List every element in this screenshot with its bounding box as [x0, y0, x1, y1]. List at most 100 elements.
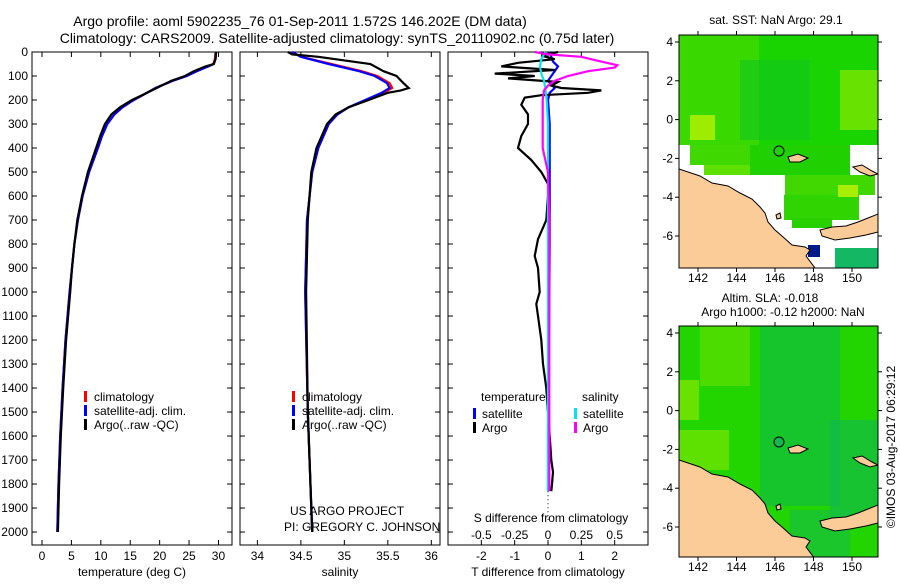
legend-label: satellite-adj. clim.: [94, 404, 186, 418]
sla-map-frame: [678, 325, 879, 558]
legend-swatch: [574, 408, 577, 419]
legend-swatch: [292, 405, 295, 416]
depth-tick-label: 1900: [1, 501, 28, 515]
sla-map-subtitle: Argo h1000: -0.12 h2000: NaN: [701, 305, 864, 319]
lat-tick-label: -2: [662, 151, 673, 165]
lat-tick-label: 2: [666, 365, 673, 379]
legend-swatch: [292, 419, 295, 430]
depth-tick-label: 900: [8, 261, 28, 275]
legend-label: satellite-adj. clim.: [302, 404, 394, 418]
lon-tick-label: 144: [726, 560, 746, 574]
x-tick-label: 36: [425, 549, 439, 563]
s-tick-label: -0.25: [501, 528, 529, 542]
plot-frame: [239, 51, 441, 546]
depth-tick-label: 700: [8, 213, 28, 227]
s-tick-label: -0.5: [471, 528, 492, 542]
x-tick-label: 20: [153, 549, 167, 563]
legend-label: Argo: [482, 421, 508, 435]
lat-tick-label: 4: [666, 35, 673, 49]
series-line-s-satellite: [538, 51, 550, 492]
legend-label: climatology: [94, 390, 154, 404]
depth-tick-label: 0: [21, 45, 28, 59]
argo-location-marker: [773, 145, 785, 157]
series-line-climatology: [56, 51, 217, 533]
lon-tick-label: 146: [765, 271, 785, 285]
legend-swatch: [473, 408, 476, 419]
series-line-s-argo: [534, 50, 620, 492]
x-tick-label: 35: [338, 549, 352, 563]
lat-tick-label: 0: [666, 113, 673, 127]
x-axis-label: salinity: [322, 565, 359, 579]
legend-label: climatology: [302, 390, 362, 404]
depth-tick-label: 1300: [1, 357, 28, 371]
x-tick-label: -1: [509, 549, 520, 563]
lat-tick-label: 0: [666, 404, 673, 418]
depth-tick-label: 300: [8, 117, 28, 131]
lon-tick-label: 144: [726, 271, 746, 285]
sst-map-frame: [678, 34, 879, 269]
legend-swatch: [84, 391, 87, 402]
legend-label: Argo: [583, 421, 609, 435]
depth-tick-label: 1800: [1, 477, 28, 491]
series-line-argo-raw-qc-: [287, 51, 411, 533]
legend-label: satellite: [482, 407, 523, 421]
depth-tick-label: 400: [8, 141, 28, 155]
lon-tick-label: 148: [803, 560, 823, 574]
sla-map: Altim. SLA: -0.018 Argo h1000: -0.12 h20…: [662, 291, 882, 574]
sst-map-title: sat. SST: NaN Argo: 29.1: [709, 13, 843, 27]
depth-tick-label: 1500: [1, 405, 28, 419]
s-tick-label: 0: [545, 528, 552, 542]
difference-profile: -2 -1 0 1 2 T difference from climatology -0.5…: [447, 50, 649, 579]
pi-credit: PI: GREGORY C. JOHNSON: [284, 520, 440, 534]
x-axis-label: temperature (deg C): [78, 565, 186, 579]
lon-tick-label: 150: [842, 560, 862, 574]
x-tick-label: 5: [68, 549, 75, 563]
x-tick-label: 1: [578, 549, 585, 563]
legend-header-salinity: salinity: [582, 390, 619, 404]
x-tick-label: 0: [39, 549, 46, 563]
x-tick-label: 34: [251, 549, 265, 563]
x-axis-label: T difference from climatology: [471, 565, 625, 579]
depth-tick-label: 200: [8, 93, 28, 107]
series-line-argo-raw-qc-: [56, 51, 218, 533]
imos-timestamp: ©IMOS 03-Aug-2017 06:29:12: [884, 366, 898, 529]
legend-label: Argo(..raw -QC): [94, 418, 179, 432]
s-axis-label: S difference from climatology: [474, 511, 629, 525]
lon-tick-label: 142: [688, 560, 708, 574]
s-tick-label: 0.5: [606, 528, 623, 542]
lat-tick-label: -4: [662, 190, 673, 204]
lon-tick-label: 150: [842, 271, 862, 285]
depth-tick-label: 1100: [2, 309, 28, 323]
legend-swatch: [84, 419, 87, 430]
x-tick-label: 25: [182, 549, 196, 563]
x-tick-label: -2: [476, 549, 487, 563]
sla-map-title: Altim. SLA: -0.018: [722, 291, 819, 305]
title-line-1: Argo profile: aoml 5902235_76 01-Sep-201…: [73, 13, 527, 29]
series-line-t-argo: [494, 50, 602, 492]
depth-tick-label: 1200: [1, 333, 28, 347]
depth-tick-label: 600: [8, 189, 28, 203]
series-line-satellite-adj-clim-: [56, 51, 218, 533]
temperature-profile: 0 5 10 15 20 25 30 temperature (deg C) climatolo…: [31, 51, 233, 579]
lon-tick-label: 146: [765, 560, 785, 574]
argo-location-marker: [773, 436, 785, 448]
depth-tick-label: 2000: [1, 525, 28, 539]
legend-swatch: [473, 422, 476, 433]
sst-map: sat. SST: NaN Argo: 29.1 142 144 146 148 150…: [662, 13, 882, 285]
depth-tick-label: 800: [8, 237, 28, 251]
s-tick-label: 0.25: [570, 528, 594, 542]
lat-tick-label: -4: [662, 481, 673, 495]
legend-label: Argo(..raw -QC): [302, 418, 387, 432]
project-credit: US ARGO PROJECT: [290, 504, 405, 518]
depth-tick-label: 1700: [1, 453, 28, 467]
lon-tick-label: 148: [803, 271, 823, 285]
depth-tick-label: 1600: [1, 429, 28, 443]
legend-swatch: [292, 391, 295, 402]
depth-tick-label: 100: [8, 69, 28, 83]
x-tick-label: 10: [94, 549, 108, 563]
lat-tick-label: -6: [662, 520, 673, 534]
x-tick-label: 34.5: [289, 549, 313, 563]
legend-swatch: [84, 405, 87, 416]
x-tick-label: 0: [545, 549, 552, 563]
